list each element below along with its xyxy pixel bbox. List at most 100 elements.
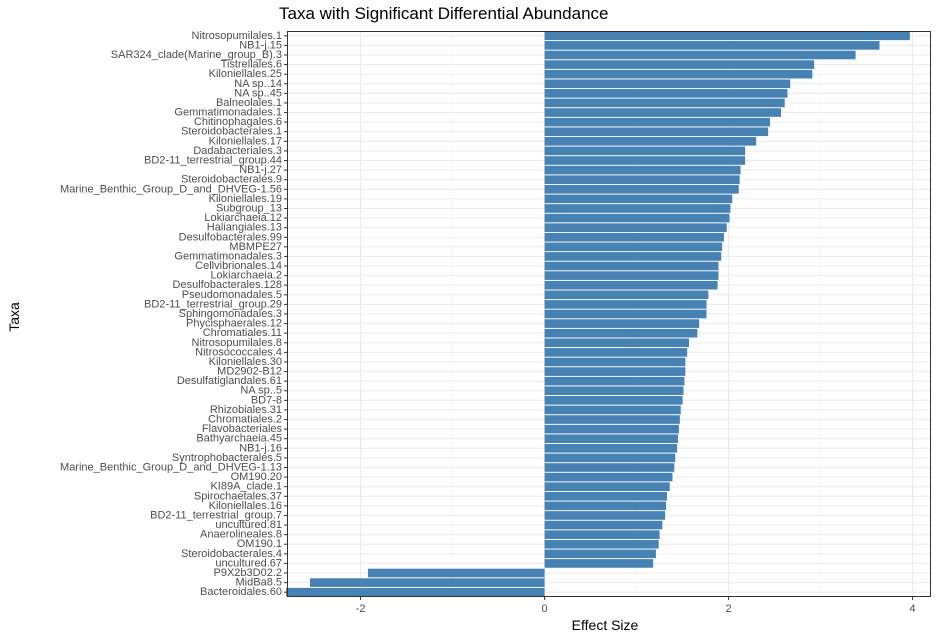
y-tick-label: Steroidobacterales.1 <box>181 126 282 138</box>
y-tick-label: Haliangiales.13 <box>207 222 282 234</box>
bar <box>544 271 719 280</box>
y-tick-label: Lokiarchaeia.12 <box>204 212 282 224</box>
y-tick-label: BD2-11_terrestrial_group.7 <box>150 509 282 521</box>
bar <box>544 89 788 98</box>
bar <box>544 194 733 204</box>
bar <box>544 309 707 319</box>
y-tick-label: NA sp..45 <box>234 87 282 99</box>
y-tick-label: Dadabacteriales.3 <box>193 145 282 157</box>
y-tick-label: BD2-11_terrestrial_group.29 <box>144 298 282 310</box>
bar <box>544 41 880 50</box>
bar <box>544 261 719 271</box>
bar <box>544 242 723 252</box>
y-tick-label: OM190.1 <box>237 538 282 550</box>
y-tick-label: Desulfobacterales.128 <box>173 279 282 291</box>
y-tick-label: Gemmatimonadales.1 <box>174 107 282 119</box>
plot-border <box>287 31 931 597</box>
bar <box>544 300 707 309</box>
bar <box>544 405 681 415</box>
y-tick-label: OM190.20 <box>231 471 282 483</box>
y-tick-label: NB1-j.15 <box>239 39 282 51</box>
bar <box>544 280 718 290</box>
y-tick-label: Kiloniellales.25 <box>209 68 282 80</box>
bar <box>544 549 656 559</box>
chart-title: Taxa with Significant Differential Abund… <box>279 4 609 23</box>
y-tick-label: Chitinophagales.6 <box>194 116 282 128</box>
y-tick-label: Syntrophobacterales.5 <box>172 452 282 464</box>
bar <box>544 443 678 453</box>
bar <box>544 184 739 194</box>
y-tick-label: Balneolales.1 <box>216 97 282 109</box>
bar <box>544 232 724 242</box>
bar <box>544 328 698 338</box>
bar <box>544 319 700 328</box>
y-tick-label: Lokiarchaeia.2 <box>210 270 282 282</box>
y-tick-label: Chromatiales.11 <box>203 327 282 339</box>
y-tick-label: P9X2b3D02.2 <box>214 567 283 579</box>
bar <box>544 559 654 568</box>
y-tick-label: Kiloniellales.19 <box>209 193 282 205</box>
y-tick-labels: Nitrosopumilales.1NB1-j.15SAR324_clade(M… <box>60 30 287 598</box>
bar <box>544 415 680 424</box>
bar <box>544 79 791 89</box>
y-tick-label: Chromatiales.2 <box>208 414 282 426</box>
bar <box>544 376 685 386</box>
y-tick-label: Gemmatimonadales.3 <box>174 250 282 262</box>
bar <box>544 348 688 357</box>
bar <box>544 367 686 376</box>
bar <box>544 530 660 539</box>
y-tick-label: Bathyarchaeia.45 <box>196 433 282 445</box>
bar <box>286 587 545 597</box>
y-tick-label: Desulfobacterales.99 <box>179 231 282 243</box>
y-tick-label: Bacteroidales.60 <box>200 586 282 598</box>
bar <box>544 252 722 261</box>
y-tick-label: Phycisphaerales.12 <box>186 318 282 330</box>
bar <box>544 31 910 41</box>
y-tick-label: BD2-11_terrestrial_group.44 <box>144 155 282 167</box>
y-tick-label: Marine_Benthic_Group_D_and_DHVEG-1.13 <box>60 461 282 473</box>
y-tick-label: uncultured.67 <box>215 557 282 569</box>
bar <box>544 501 667 511</box>
y-tick-label: NB1-j.16 <box>239 442 282 454</box>
y-tick-label: Steroidobacterales.9 <box>181 174 282 186</box>
y-tick-label: BD7-8 <box>251 394 282 406</box>
y-tick-label: Rhizobiales.31 <box>210 404 282 416</box>
y-tick-label: Flavobacteriales <box>202 423 283 435</box>
bar <box>544 108 782 117</box>
bar <box>544 165 741 175</box>
y-tick-label: NA sp..5 <box>240 385 282 397</box>
x-tick-labels: -2 0 2 4 <box>356 597 916 615</box>
bar <box>310 578 545 587</box>
y-tick-label: Kiloniellales.30 <box>209 356 282 368</box>
bar <box>544 127 769 137</box>
bar <box>544 520 663 530</box>
y-tick-label: MBMPE27 <box>229 241 282 253</box>
bar <box>544 50 856 60</box>
y-tick-label: Nitrosopumilales.8 <box>192 337 282 349</box>
y-tick-label: Nitrosococcales.4 <box>195 346 282 358</box>
y-tick-label: Kiloniellales.17 <box>209 135 282 147</box>
y-tick-label: Tistrellales.6 <box>221 59 282 71</box>
bar <box>544 482 670 491</box>
bar <box>544 213 730 223</box>
bar <box>544 117 770 127</box>
bar <box>544 357 686 367</box>
y-tick-label: SAR324_clade(Marine_group_B).3 <box>111 49 282 61</box>
bar <box>544 453 676 463</box>
bar <box>544 204 731 213</box>
bar <box>544 60 815 69</box>
y-tick-label: Desulfatiglandales.61 <box>177 375 282 387</box>
bar <box>544 290 709 300</box>
x-tick-label: 0 <box>542 603 548 615</box>
y-tick-label: Sphingomonadales.3 <box>179 308 282 320</box>
bar <box>367 568 545 578</box>
bar <box>544 511 666 520</box>
y-tick-label: Marine_Benthic_Group_D_and_DHVEG-1.56 <box>60 183 282 195</box>
bar <box>544 539 659 549</box>
bar <box>544 472 673 482</box>
bar <box>544 434 678 444</box>
x-tick-label: 4 <box>910 603 916 615</box>
bar <box>544 396 683 405</box>
bar <box>544 338 690 348</box>
